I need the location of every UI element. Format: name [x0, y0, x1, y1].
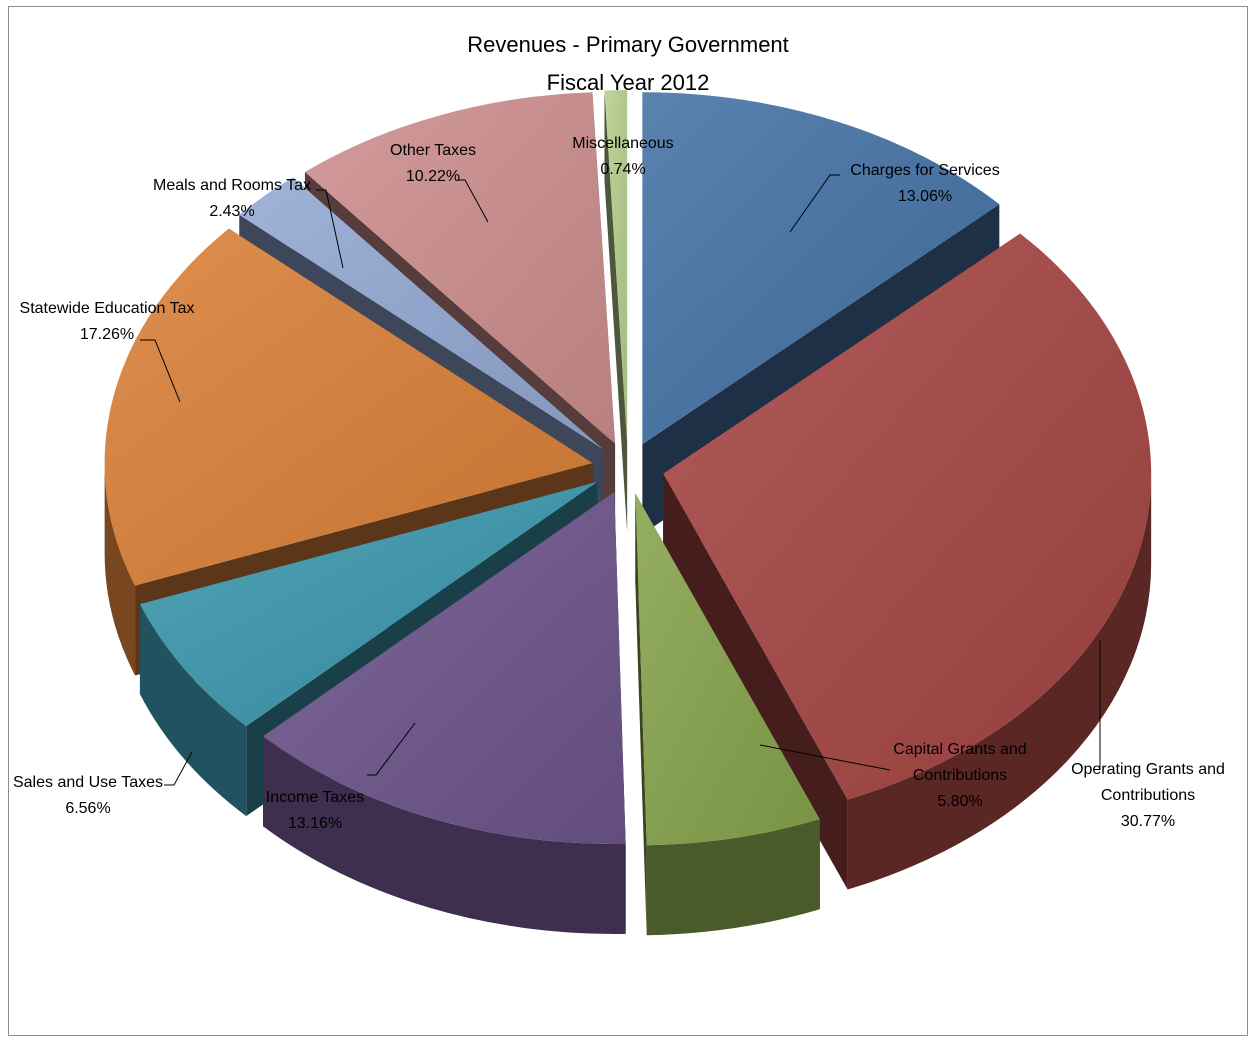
- slice-wall: [604, 90, 628, 533]
- chart-title: Revenues - Primary Government: [467, 32, 789, 57]
- leader-line: [140, 339, 181, 403]
- leader-line: [316, 189, 344, 269]
- slice-label: Charges for Services: [850, 162, 999, 179]
- slice-value-label: 13.06%: [898, 188, 952, 205]
- slice-top-shine: [604, 90, 628, 443]
- slice-label: Statewide Education Tax: [20, 300, 195, 317]
- slice-value-label: 10.22%: [406, 168, 460, 185]
- label-group-capital-grants-and-contributions: Capital Grants and Contributions 5.80%: [759, 741, 1027, 810]
- slice-label: Capital Grants and Contributions: [893, 741, 1026, 784]
- slice-value-label: 2.43%: [209, 203, 254, 220]
- slice-top-shine: [139, 481, 598, 727]
- leader-line: [367, 722, 416, 776]
- slice-wall: [635, 493, 647, 936]
- slice-top-shine: [239, 177, 604, 450]
- label-group-operating-grants-and-contributions: Operating Grants and Contributions 30.77%: [1071, 640, 1225, 830]
- slice-side: [104, 463, 136, 676]
- leader-line: [759, 744, 891, 771]
- leader-line: [789, 174, 840, 233]
- label-group-statewide-education-tax: Statewide Education Tax 17.26%: [20, 300, 195, 403]
- slice-top-shine: [104, 228, 593, 586]
- label-group-sales-and-use-taxes: Sales and Use Taxes 6.56%: [13, 751, 193, 817]
- slice-value-label: 17.26%: [80, 326, 134, 343]
- label-group-miscellaneous: Miscellaneous 0.74%: [572, 135, 673, 178]
- slice-label: Income Taxes: [266, 789, 364, 806]
- slice-top-shine: [642, 92, 1000, 445]
- slice-top-shine: [304, 92, 616, 444]
- chart-subtitle: Fiscal Year 2012: [547, 70, 710, 95]
- slice-value-label: 0.74%: [600, 161, 645, 178]
- pie-slices: [104, 90, 1152, 936]
- pie-labels: Charges for Services 13.06% Operating Gran…: [13, 135, 1225, 832]
- slice-top-shine: [635, 493, 820, 846]
- slice-value-label: 30.77%: [1121, 813, 1175, 830]
- slice-capital-grants-and-contributions: [635, 493, 820, 936]
- slice-label: Other Taxes: [390, 142, 476, 159]
- slice-top-shine: [663, 233, 1152, 800]
- slice-income-taxes: [263, 491, 626, 934]
- label-group-other-taxes: Other Taxes 10.22%: [390, 142, 489, 223]
- slice-side: [263, 736, 626, 934]
- slice-miscellaneous: [604, 90, 628, 533]
- slice-wall: [663, 473, 848, 890]
- slice-value-label: 5.80%: [937, 793, 982, 810]
- slice-value-label: 13.16%: [288, 815, 342, 832]
- leader-line: [164, 751, 193, 786]
- label-group-meals-and-rooms-tax: Meals and Rooms Tax 2.43%: [153, 177, 344, 269]
- slice-side: [847, 473, 1152, 890]
- slice-label: Miscellaneous: [572, 135, 673, 152]
- slice-label: Sales and Use Taxes: [13, 774, 163, 791]
- leader-line: [457, 179, 489, 223]
- slice-label: Operating Grants and Contributions: [1071, 761, 1225, 804]
- slice-side: [646, 819, 820, 936]
- slice-top-shine: [263, 491, 626, 844]
- label-group-charges-for-services: Charges for Services 13.06%: [789, 162, 1000, 233]
- slice-value-label: 6.56%: [65, 800, 110, 817]
- slice-side: [139, 604, 247, 817]
- slice-label: Meals and Rooms Tax: [153, 177, 311, 194]
- label-group-income-taxes: Income Taxes 13.16%: [266, 722, 416, 832]
- slice-operating-grants-and-contributions: [663, 233, 1152, 890]
